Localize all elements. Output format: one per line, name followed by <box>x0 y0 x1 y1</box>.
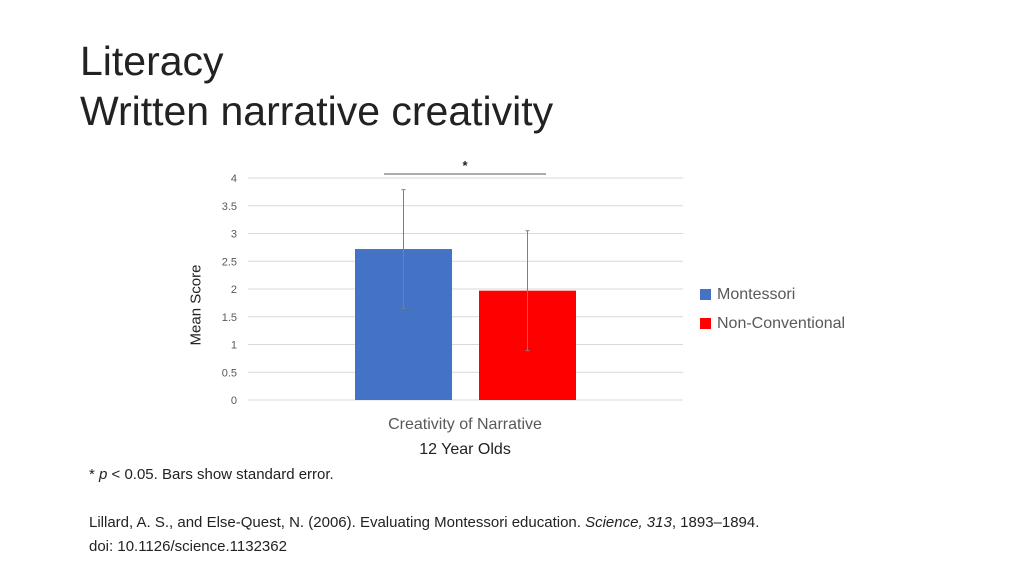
citation-doi: doi: 10.1126/science.1132362 <box>89 538 287 555</box>
chart-legend: Montessori Non-Conventional <box>700 280 845 338</box>
y-tick-label: 1.5 <box>222 312 237 324</box>
slide-title: Literacy Written narrative creativity <box>80 36 553 136</box>
legend-item-non-conventional: Non-Conventional <box>700 309 845 338</box>
y-axis-label: Mean Score <box>187 264 205 346</box>
footnote: * p < 0.05. Bars show standard error. <box>89 466 334 483</box>
title-line-2: Written narrative creativity <box>80 88 554 134</box>
y-tick-label: 0 <box>231 395 237 407</box>
legend-item-montessori: Montessori <box>700 280 845 309</box>
y-tick-label: 2.5 <box>222 256 237 268</box>
footnote-text: < 0.05. Bars show standard error. <box>107 466 334 483</box>
legend-label-montessori: Montessori <box>717 285 796 303</box>
legend-swatch-non-conventional <box>700 318 711 329</box>
footnote-p: p <box>99 466 108 483</box>
citation-pages: , 1893–1894. <box>671 514 760 531</box>
y-tick-label: 3 <box>231 229 237 241</box>
y-tick-label: 2 <box>231 284 237 296</box>
y-tick-label: 3.5 <box>222 201 237 213</box>
citation-journal: Science, 313 <box>585 514 672 531</box>
title-line-1: Literacy <box>80 38 224 84</box>
x-subtitle: 12 Year Olds <box>419 441 511 458</box>
y-tick-label: 0.5 <box>222 367 237 379</box>
citation-authors: Lillard, A. S., and Else-Quest, N. (2006… <box>89 514 586 531</box>
legend-swatch-montessori <box>700 289 711 300</box>
x-category-label: Creativity of Narrative <box>388 416 542 433</box>
y-tick-label: 4 <box>231 173 237 185</box>
citation: Lillard, A. S., and Else-Quest, N. (2006… <box>89 511 759 559</box>
y-tick-label: 1 <box>231 340 237 352</box>
significance-star: * <box>462 158 468 173</box>
legend-label-non-conventional: Non-Conventional <box>717 314 846 332</box>
footnote-star: * <box>89 466 100 483</box>
